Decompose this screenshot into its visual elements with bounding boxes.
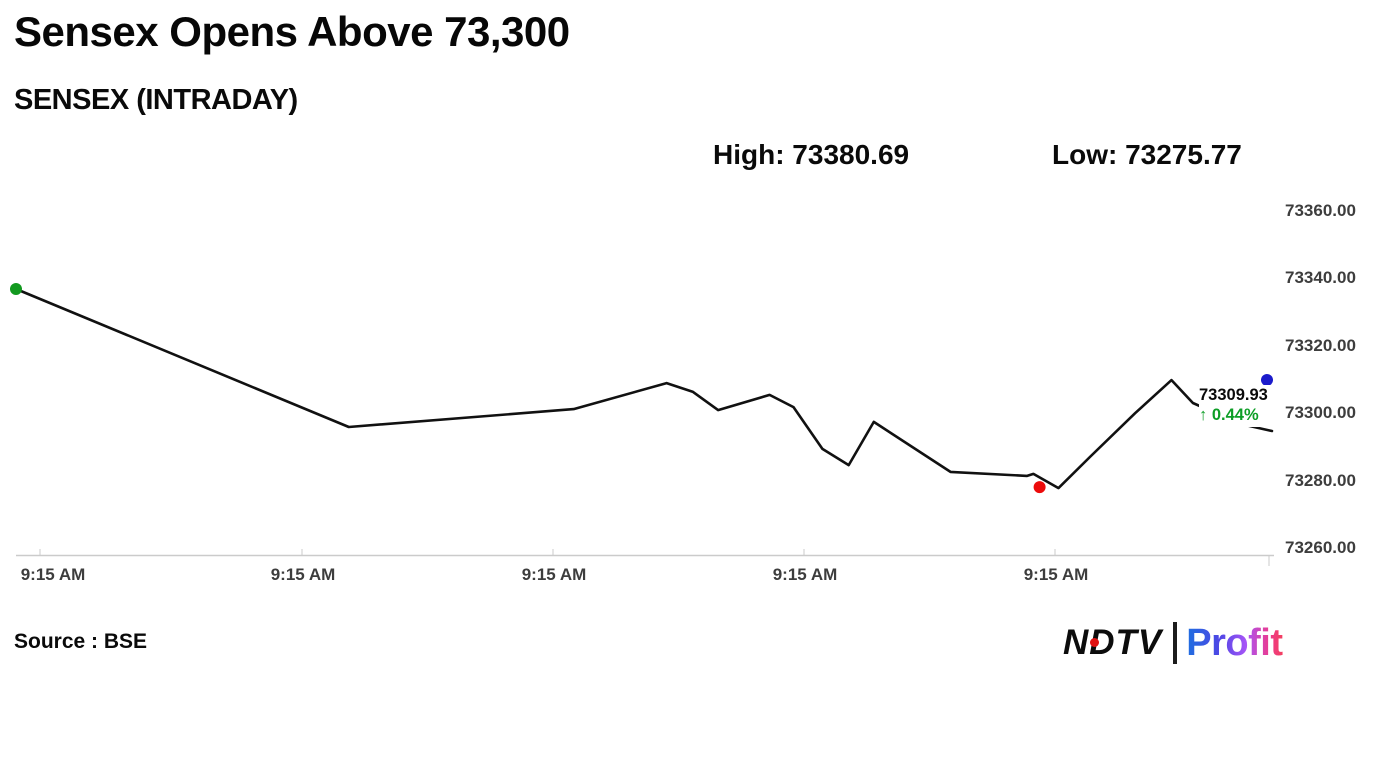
page-title: Sensex Opens Above 73,300	[14, 8, 570, 55]
up-arrow-icon: ↑	[1199, 406, 1208, 424]
x-axis-label: 9:15 AM	[772, 565, 838, 584]
ndtv-logo-text-wrap: NDTV	[1063, 623, 1162, 663]
y-axis-label: 73340.00	[1285, 268, 1356, 287]
low-stat: Low: 73275.77	[1052, 139, 1242, 170]
last-price-callout: 73309.93 ↑ 0.44%	[1199, 385, 1285, 427]
y-axis-label: 73300.00	[1285, 403, 1356, 422]
chart-subtitle: SENSEX (INTRADAY)	[14, 84, 298, 116]
open-marker	[10, 283, 22, 295]
y-axis-label: 73280.00	[1285, 471, 1356, 490]
logo-separator-bar	[1173, 622, 1178, 664]
x-axis-label: 9:15 AM	[1023, 565, 1089, 584]
source-attribution: Source : BSE	[14, 630, 148, 653]
low-marker	[1033, 481, 1046, 494]
high-stat: High: 73380.69	[713, 139, 910, 170]
y-axis-label: 73320.00	[1285, 336, 1356, 355]
x-axis-label: 9:15 AM	[521, 565, 587, 584]
ndtv-profit-logo: NDTV Profit	[1063, 618, 1283, 668]
price-line	[14, 287, 1274, 490]
x-axis-label: 9:15 AM	[20, 565, 86, 584]
ndtv-logo-text: NDTV	[1063, 623, 1163, 662]
x-axis-ticks	[39, 549, 1270, 566]
change-percent: 0.44%	[1211, 406, 1259, 424]
y-axis-label: 73260.00	[1285, 538, 1356, 557]
last-price-value: 73309.93	[1199, 386, 1268, 404]
profit-logo-text: Profit	[1186, 621, 1283, 664]
ndtv-red-dot-icon	[1090, 638, 1099, 647]
x-axis-label: 9:15 AM	[270, 565, 336, 584]
last-marker	[1261, 374, 1273, 386]
y-axis-label: 73360.00	[1285, 201, 1356, 220]
last-price-change: ↑ 0.44%	[1199, 405, 1285, 425]
